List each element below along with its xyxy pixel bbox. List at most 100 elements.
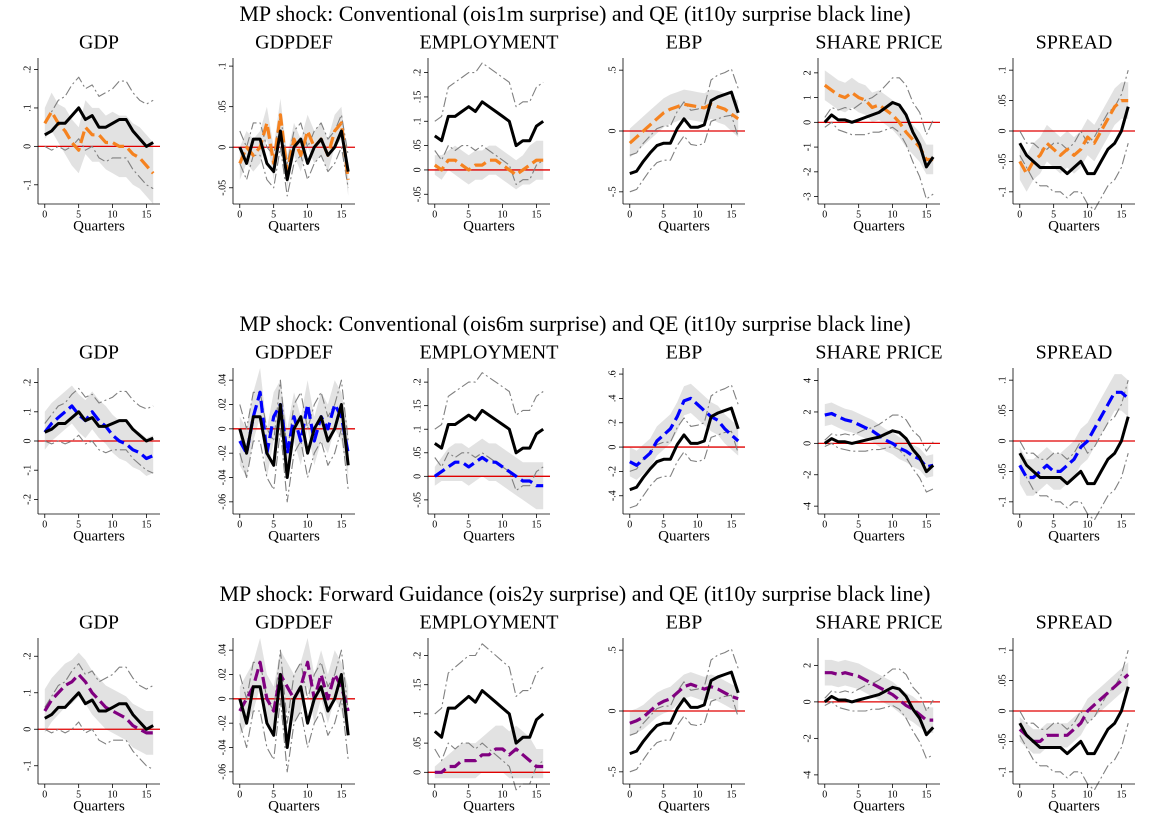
irf-line xyxy=(628,102,740,145)
x-tick-label: 0 xyxy=(627,789,632,800)
x-tick-label: 0 xyxy=(627,209,632,220)
x-tick-label: 0 xyxy=(822,789,827,800)
confidence-band xyxy=(434,438,544,510)
y-tick-label: 0 xyxy=(412,474,423,479)
irf-line xyxy=(629,68,739,156)
irf-line xyxy=(433,689,545,745)
irf-line xyxy=(824,442,934,493)
x-tick-label: 15 xyxy=(531,209,541,220)
y-tick-label: .1 xyxy=(412,425,423,433)
y-tick-label: 2 xyxy=(802,70,813,75)
confidence-band xyxy=(824,70,934,175)
x-tick-label: 5 xyxy=(76,789,81,800)
y-tick-label: .1 xyxy=(22,689,33,697)
irf-line xyxy=(238,673,350,749)
x-axis-label: Quarters xyxy=(658,218,710,234)
y-tick-label: 0 xyxy=(997,439,1008,444)
y-tick-label: .1 xyxy=(997,66,1008,74)
x-tick-label: 0 xyxy=(432,209,437,220)
irf-line xyxy=(1018,416,1130,486)
x-tick-label: 5 xyxy=(856,209,861,220)
x-tick-label: 10 xyxy=(693,789,703,800)
panel-title: EBP xyxy=(666,32,703,54)
irf-line xyxy=(433,408,545,455)
panel-title: GDPDEF xyxy=(255,342,333,364)
irf-line xyxy=(629,694,739,773)
x-tick-label: 5 xyxy=(856,519,861,530)
y-tick-label: .05 xyxy=(412,737,423,750)
x-tick-label: 15 xyxy=(1116,789,1126,800)
y-tick-label: .2 xyxy=(22,66,33,74)
y-tick-label: .1 xyxy=(22,104,33,112)
y-tick-label: -.05 xyxy=(997,463,1008,479)
y-tick-label: 0 xyxy=(412,770,423,775)
x-axis-label: Quarters xyxy=(463,528,515,544)
irf-line xyxy=(238,129,350,182)
irf-line xyxy=(44,138,154,190)
x-tick-label: 5 xyxy=(76,209,81,220)
y-tick-label: .05 xyxy=(412,447,423,460)
irf-line xyxy=(1019,650,1129,730)
y-tick-label: .1 xyxy=(22,408,33,416)
y-tick-label: -.1 xyxy=(997,186,1008,197)
y-tick-label: -.02 xyxy=(217,445,228,461)
x-tick-label: 15 xyxy=(726,209,736,220)
irf-line xyxy=(1019,70,1129,150)
irf-line xyxy=(44,387,154,424)
x-tick-label: 10 xyxy=(108,789,118,800)
x-tick-label: 15 xyxy=(726,789,736,800)
x-tick-label: 10 xyxy=(1083,209,1093,220)
irf-line xyxy=(44,691,154,731)
irf-line xyxy=(824,701,934,760)
irf-line xyxy=(238,660,350,713)
irf-line xyxy=(238,403,350,479)
y-tick-label: .15 xyxy=(412,678,423,691)
irf-line xyxy=(629,396,740,467)
x-tick-label: 5 xyxy=(466,789,471,800)
x-tick-label: 0 xyxy=(1017,209,1022,220)
irf-line xyxy=(1019,143,1129,211)
x-tick-label: 0 xyxy=(42,789,47,800)
irf-line xyxy=(43,404,154,461)
x-tick-label: 10 xyxy=(303,209,313,220)
panel-title: GDP xyxy=(79,32,119,54)
y-tick-label: -1 xyxy=(802,143,813,151)
x-tick-label: 15 xyxy=(141,209,151,220)
y-tick-label: .05 xyxy=(997,404,1008,417)
panel-title: SHARE PRICE xyxy=(815,32,942,54)
irf-line xyxy=(629,406,740,492)
y-tick-label: .05 xyxy=(217,100,228,113)
irf-line xyxy=(434,62,544,122)
y-tick-label: 0 xyxy=(412,167,423,172)
x-tick-label: 5 xyxy=(271,789,276,800)
x-tick-label: 5 xyxy=(271,519,276,530)
panel-title: GDPDEF xyxy=(255,612,333,634)
x-axis-label: Quarters xyxy=(1048,528,1100,544)
y-tick-label: -.05 xyxy=(997,733,1008,749)
y-tick-label: .02 xyxy=(217,668,228,681)
x-tick-label: 0 xyxy=(237,789,242,800)
y-tick-label: .6 xyxy=(607,370,618,378)
irf-line xyxy=(1018,673,1130,743)
x-axis-label: Quarters xyxy=(463,218,515,234)
x-tick-label: 10 xyxy=(1083,789,1093,800)
x-tick-label: 5 xyxy=(661,789,666,800)
y-tick-label: .15 xyxy=(412,399,423,412)
y-tick-label: .1 xyxy=(997,646,1008,654)
y-tick-label: -2 xyxy=(802,734,813,742)
x-tick-label: 0 xyxy=(1017,519,1022,530)
y-tick-label: .15 xyxy=(412,91,423,104)
x-tick-label: 15 xyxy=(531,789,541,800)
y-tick-label: 0 xyxy=(607,445,618,450)
x-axis-label: Quarters xyxy=(658,798,710,814)
y-tick-label: .4 xyxy=(607,395,618,403)
x-tick-label: 15 xyxy=(1116,519,1126,530)
x-tick-label: 10 xyxy=(498,519,508,530)
x-tick-label: 0 xyxy=(432,519,437,530)
y-tick-label: .05 xyxy=(997,94,1008,107)
y-tick-label: -3 xyxy=(802,192,813,200)
y-tick-label: 0 xyxy=(217,426,228,431)
irf-line xyxy=(1018,106,1130,176)
y-tick-label: -.04 xyxy=(217,470,228,486)
